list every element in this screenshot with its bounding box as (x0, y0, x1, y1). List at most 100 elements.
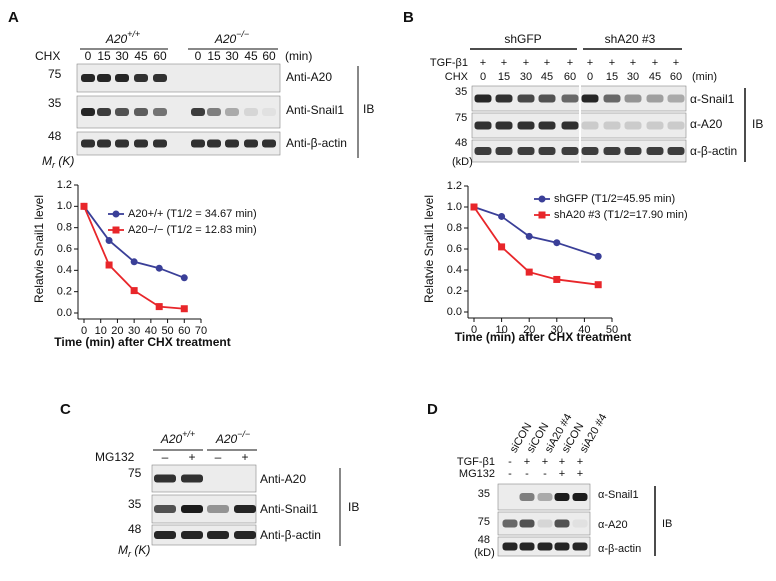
legend-label: shGFP (T1/2=45.95 min) (554, 193, 675, 205)
data-point (130, 258, 138, 266)
blot-band (517, 147, 535, 155)
lane-mark: + (587, 57, 593, 69)
blot-band (181, 531, 203, 539)
x-tick-label: 20 (111, 325, 123, 337)
lane-mark: 30 (627, 71, 639, 83)
blot-band (154, 531, 176, 539)
lane-mark: 60 (564, 71, 576, 83)
lane-mark: + (544, 57, 550, 69)
lane-label: 0 (195, 49, 202, 63)
legend-label: A20−/− (T1/2 = 12.83 min) (128, 224, 257, 236)
lane-label: 30 (225, 49, 239, 63)
group-label: A20−/− (214, 29, 249, 46)
y-tick-label: 0.2 (57, 286, 72, 298)
lane-mark: 45 (649, 71, 661, 83)
group-label-sup: +/+ (127, 29, 140, 39)
data-point (180, 305, 188, 313)
y-tick-label: 1.0 (57, 200, 72, 212)
y-tick-label: 0.8 (447, 222, 462, 234)
y-tick-label: 0.4 (447, 264, 462, 276)
blot-band (603, 121, 621, 130)
blot-band (262, 108, 276, 116)
mw-marker: 75 (478, 516, 490, 528)
mw-marker: 75 (48, 67, 62, 81)
lane-mark: – (162, 450, 169, 464)
row-label: MG132 (459, 468, 495, 480)
blot-band (537, 493, 553, 501)
blot-band (474, 147, 492, 155)
blot-band (474, 121, 492, 130)
data-point (594, 281, 602, 289)
blot-band (624, 121, 642, 130)
group-label-base: A20 (215, 432, 238, 446)
lane-mark: 30 (520, 71, 532, 83)
lane-label: 15 (97, 49, 111, 63)
blot-band (181, 505, 203, 513)
lane-label: 15 (207, 49, 221, 63)
group-label: A20+/+ (160, 429, 195, 446)
lane-mark: 0 (480, 71, 486, 83)
blot-band (81, 74, 95, 82)
lane-mark: 60 (670, 71, 682, 83)
blot-label: α-A20 (598, 519, 628, 531)
blot-band (537, 542, 553, 551)
y-tick-label: 0.6 (447, 243, 462, 255)
blot-band (207, 139, 221, 148)
lane-mark: – (215, 450, 222, 464)
lane-mark: 15 (498, 71, 510, 83)
x-tick-label: 30 (551, 324, 563, 336)
blot-band (554, 519, 570, 528)
y-tick-label: 0.0 (57, 307, 72, 319)
x-tick-label: 60 (178, 325, 190, 337)
blot-band (154, 505, 176, 513)
panel-letter: D (427, 401, 438, 418)
data-point (470, 203, 478, 211)
legend-marker (112, 226, 120, 234)
group-label-base: A20 (214, 32, 237, 46)
method-label: IB (363, 102, 374, 116)
blot-label: α-β-actin (690, 144, 737, 158)
legend-label: shA20 #3 (T1/2=17.90 min) (554, 209, 688, 221)
panel-letter: B (403, 9, 414, 26)
blot-label: α-β-actin (598, 543, 641, 555)
y-tick-label: 1.0 (447, 201, 462, 213)
blot-band (474, 94, 492, 103)
mw-unit: (kD) (474, 547, 495, 559)
mass-label: Mr (K) (118, 543, 150, 559)
blot-band (181, 474, 203, 483)
x-tick-label: 40 (145, 325, 157, 337)
method-label: IB (348, 500, 359, 514)
blot-band (554, 493, 570, 501)
x-tick-label: 50 (161, 325, 173, 337)
lane-mark: + (542, 456, 548, 468)
blot-band (134, 139, 148, 148)
group-label-sup: −/− (237, 429, 250, 439)
blot-band (495, 94, 513, 103)
y-tick-label: 1.2 (57, 179, 72, 191)
blot-band (115, 108, 129, 116)
data-point (498, 212, 506, 220)
blot-band (538, 147, 556, 155)
x-axis-label: Time (min) after CHX treatment (455, 330, 631, 344)
data-point (594, 252, 602, 260)
treatment-label: CHX (35, 49, 60, 63)
blot-band (81, 108, 95, 116)
lane-label: 30 (115, 49, 129, 63)
blot-band (624, 94, 642, 103)
method-label: IB (752, 117, 763, 131)
lane-mark: + (480, 57, 486, 69)
y-axis-label: Relatvie Snail1 level (32, 195, 46, 303)
data-point (155, 264, 163, 272)
blot-band (603, 94, 621, 103)
mw-marker: 35 (128, 497, 142, 511)
blot-band (537, 519, 553, 528)
blot-band (154, 474, 176, 483)
lane-mark: + (577, 456, 583, 468)
panel-letter: A (8, 9, 19, 26)
blot-band (495, 147, 513, 155)
data-point (553, 239, 561, 247)
lane-label: 45 (244, 49, 258, 63)
blot-band (115, 74, 129, 82)
x-tick-label: 30 (128, 325, 140, 337)
